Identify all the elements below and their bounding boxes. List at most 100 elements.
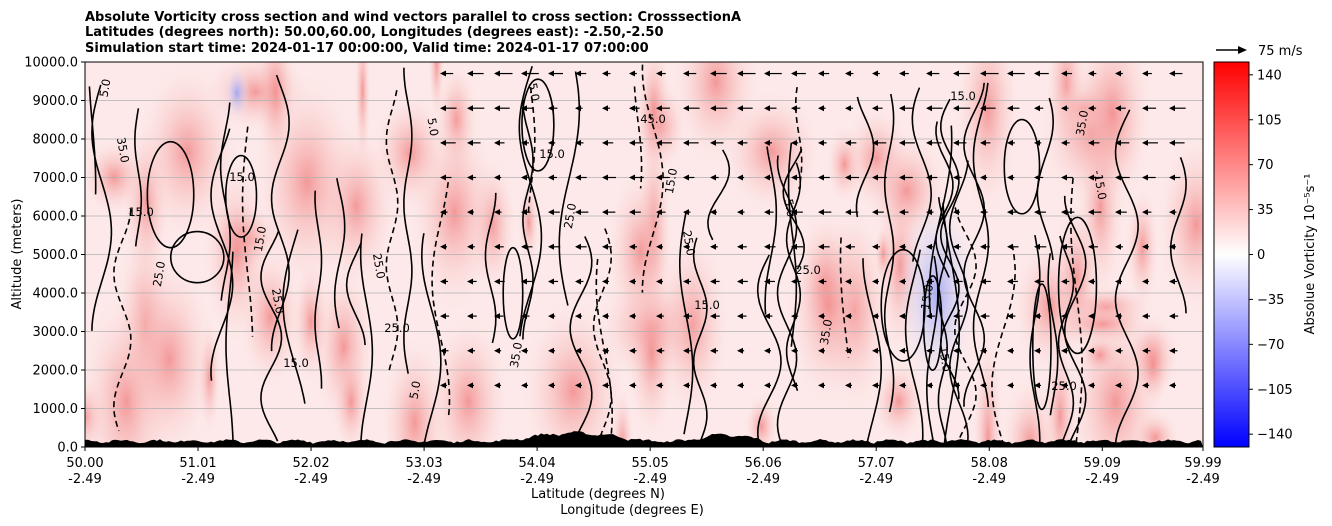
wind-vector-head [764, 70, 770, 77]
quiver-key-arrowhead [1238, 46, 1247, 54]
vorticity-blob [1131, 410, 1180, 447]
contour-label: 15.0 [936, 345, 954, 373]
contour-line [1169, 157, 1187, 314]
wind-vector-head [791, 209, 797, 216]
vorticity-blob [872, 360, 925, 443]
y-tick-label: 3000.0 [33, 325, 79, 340]
wind-vector-head [845, 209, 851, 216]
x-axis: 50.00-2.4951.01-2.4952.02-2.4953.03-2.49… [66, 447, 1222, 487]
wind-vector-head [845, 382, 851, 389]
wind-vector-head [1034, 347, 1040, 354]
wind-vector-head [494, 105, 500, 112]
contour-line [839, 237, 850, 358]
contour-line [911, 87, 933, 262]
wind-vector-head [1034, 174, 1040, 181]
wind-vector-head [710, 382, 716, 389]
wind-vector-head [683, 243, 689, 250]
wind-vector-head [467, 105, 473, 112]
vorticity-blob [224, 65, 250, 121]
wind-vector-head [1007, 347, 1013, 354]
contour-label: 15.0 [128, 205, 154, 219]
contour-line [112, 208, 132, 432]
wind-vector-head [440, 70, 446, 77]
wind-vector-head [737, 382, 743, 389]
contour-label: 25.0 [680, 229, 698, 257]
wind-vector-head [791, 174, 797, 181]
wind-vector-head [764, 243, 770, 250]
wind-vector-head [440, 347, 446, 354]
contour-line [569, 236, 593, 447]
vorticity-blob [124, 257, 215, 447]
wind-vector-head [548, 347, 554, 354]
wind-vector-head [683, 105, 689, 112]
wind-vector-head [1115, 105, 1121, 112]
wind-vector-head [602, 209, 608, 216]
vorticity-blob [137, 62, 237, 243]
wind-vector-head [1142, 382, 1148, 389]
wind-vector-head [656, 105, 662, 112]
wind-vector-head [629, 174, 635, 181]
wind-vector-head [1115, 209, 1121, 216]
wind-vector-head [440, 382, 446, 389]
wind-vector-head [1115, 278, 1121, 285]
wind-vector-head [1007, 382, 1013, 389]
wind-vector-head [440, 139, 446, 146]
x-tick-label-lon: -2.49 [1186, 472, 1220, 487]
contour-label: 15.0 [918, 283, 936, 311]
x-axis-label-longitude: Longitude (degrees E) [560, 503, 704, 518]
wind-vector-head [521, 174, 527, 181]
wind-vector-head [656, 174, 662, 181]
wind-vector-head [440, 313, 446, 320]
wind-vector-head [737, 174, 743, 181]
wind-vector-head [548, 209, 554, 216]
wind-vector-head [656, 209, 662, 216]
wind-vector-head [872, 209, 878, 216]
contour-line [764, 146, 778, 315]
wind-vector-head [926, 174, 932, 181]
wind-vector-head [629, 70, 635, 77]
plot-area: 5.0 15.0 25.0 35.0 45.0 5.0 15.0 25.0 35.0 15.0 25… [84, 61, 1204, 448]
colorbar-tick-label: 0 [1257, 248, 1265, 263]
wind-vector-head [1169, 278, 1175, 285]
wind-vector-head [872, 243, 878, 250]
wind-vector-head [872, 278, 878, 285]
contour-line [756, 254, 782, 442]
wind-vector-head [683, 313, 689, 320]
x-tick-label-lat: 53.03 [405, 456, 442, 471]
wind-vector-head [1115, 139, 1121, 146]
wind-vector-head [548, 278, 554, 285]
wind-vector-head [953, 105, 959, 112]
vorticity-blob [85, 138, 147, 216]
wind-vector-head [521, 382, 527, 389]
colorbar-tick-label: −35 [1257, 293, 1284, 308]
wind-vector-head [467, 278, 473, 285]
vorticity-contours [88, 64, 1187, 447]
vorticity-blob [354, 62, 371, 167]
wind-vector-head [494, 313, 500, 320]
x-tick-label-lon: -2.49 [407, 472, 441, 487]
wind-vector-head [440, 278, 446, 285]
wind-vector-head [710, 174, 716, 181]
contour-line [225, 251, 234, 444]
wind-vector-head [548, 313, 554, 320]
wind-vector-head [1007, 313, 1013, 320]
vorticity-blob [1002, 378, 1058, 447]
chart-title-line-2: Latitudes (degrees north): 50.00,60.00, … [85, 25, 664, 40]
wind-vector-head [980, 347, 986, 354]
wind-vector-head [1034, 70, 1040, 77]
contour-line [782, 148, 805, 270]
wind-vector-head [1088, 243, 1094, 250]
wind-vector-head [521, 209, 527, 216]
wind-vector-head [1061, 382, 1067, 389]
wind-vector-head [791, 105, 797, 112]
wind-vector-head [467, 174, 473, 181]
y-tick-label: 8000.0 [33, 133, 79, 148]
vorticity-blob [522, 299, 625, 447]
wind-vector-head [926, 347, 932, 354]
wind-vector-head [845, 105, 851, 112]
wind-vector-head [1034, 313, 1040, 320]
vorticity-blob [1157, 135, 1203, 315]
wind-vector-head [953, 209, 959, 216]
wind-vector-head [791, 313, 797, 320]
